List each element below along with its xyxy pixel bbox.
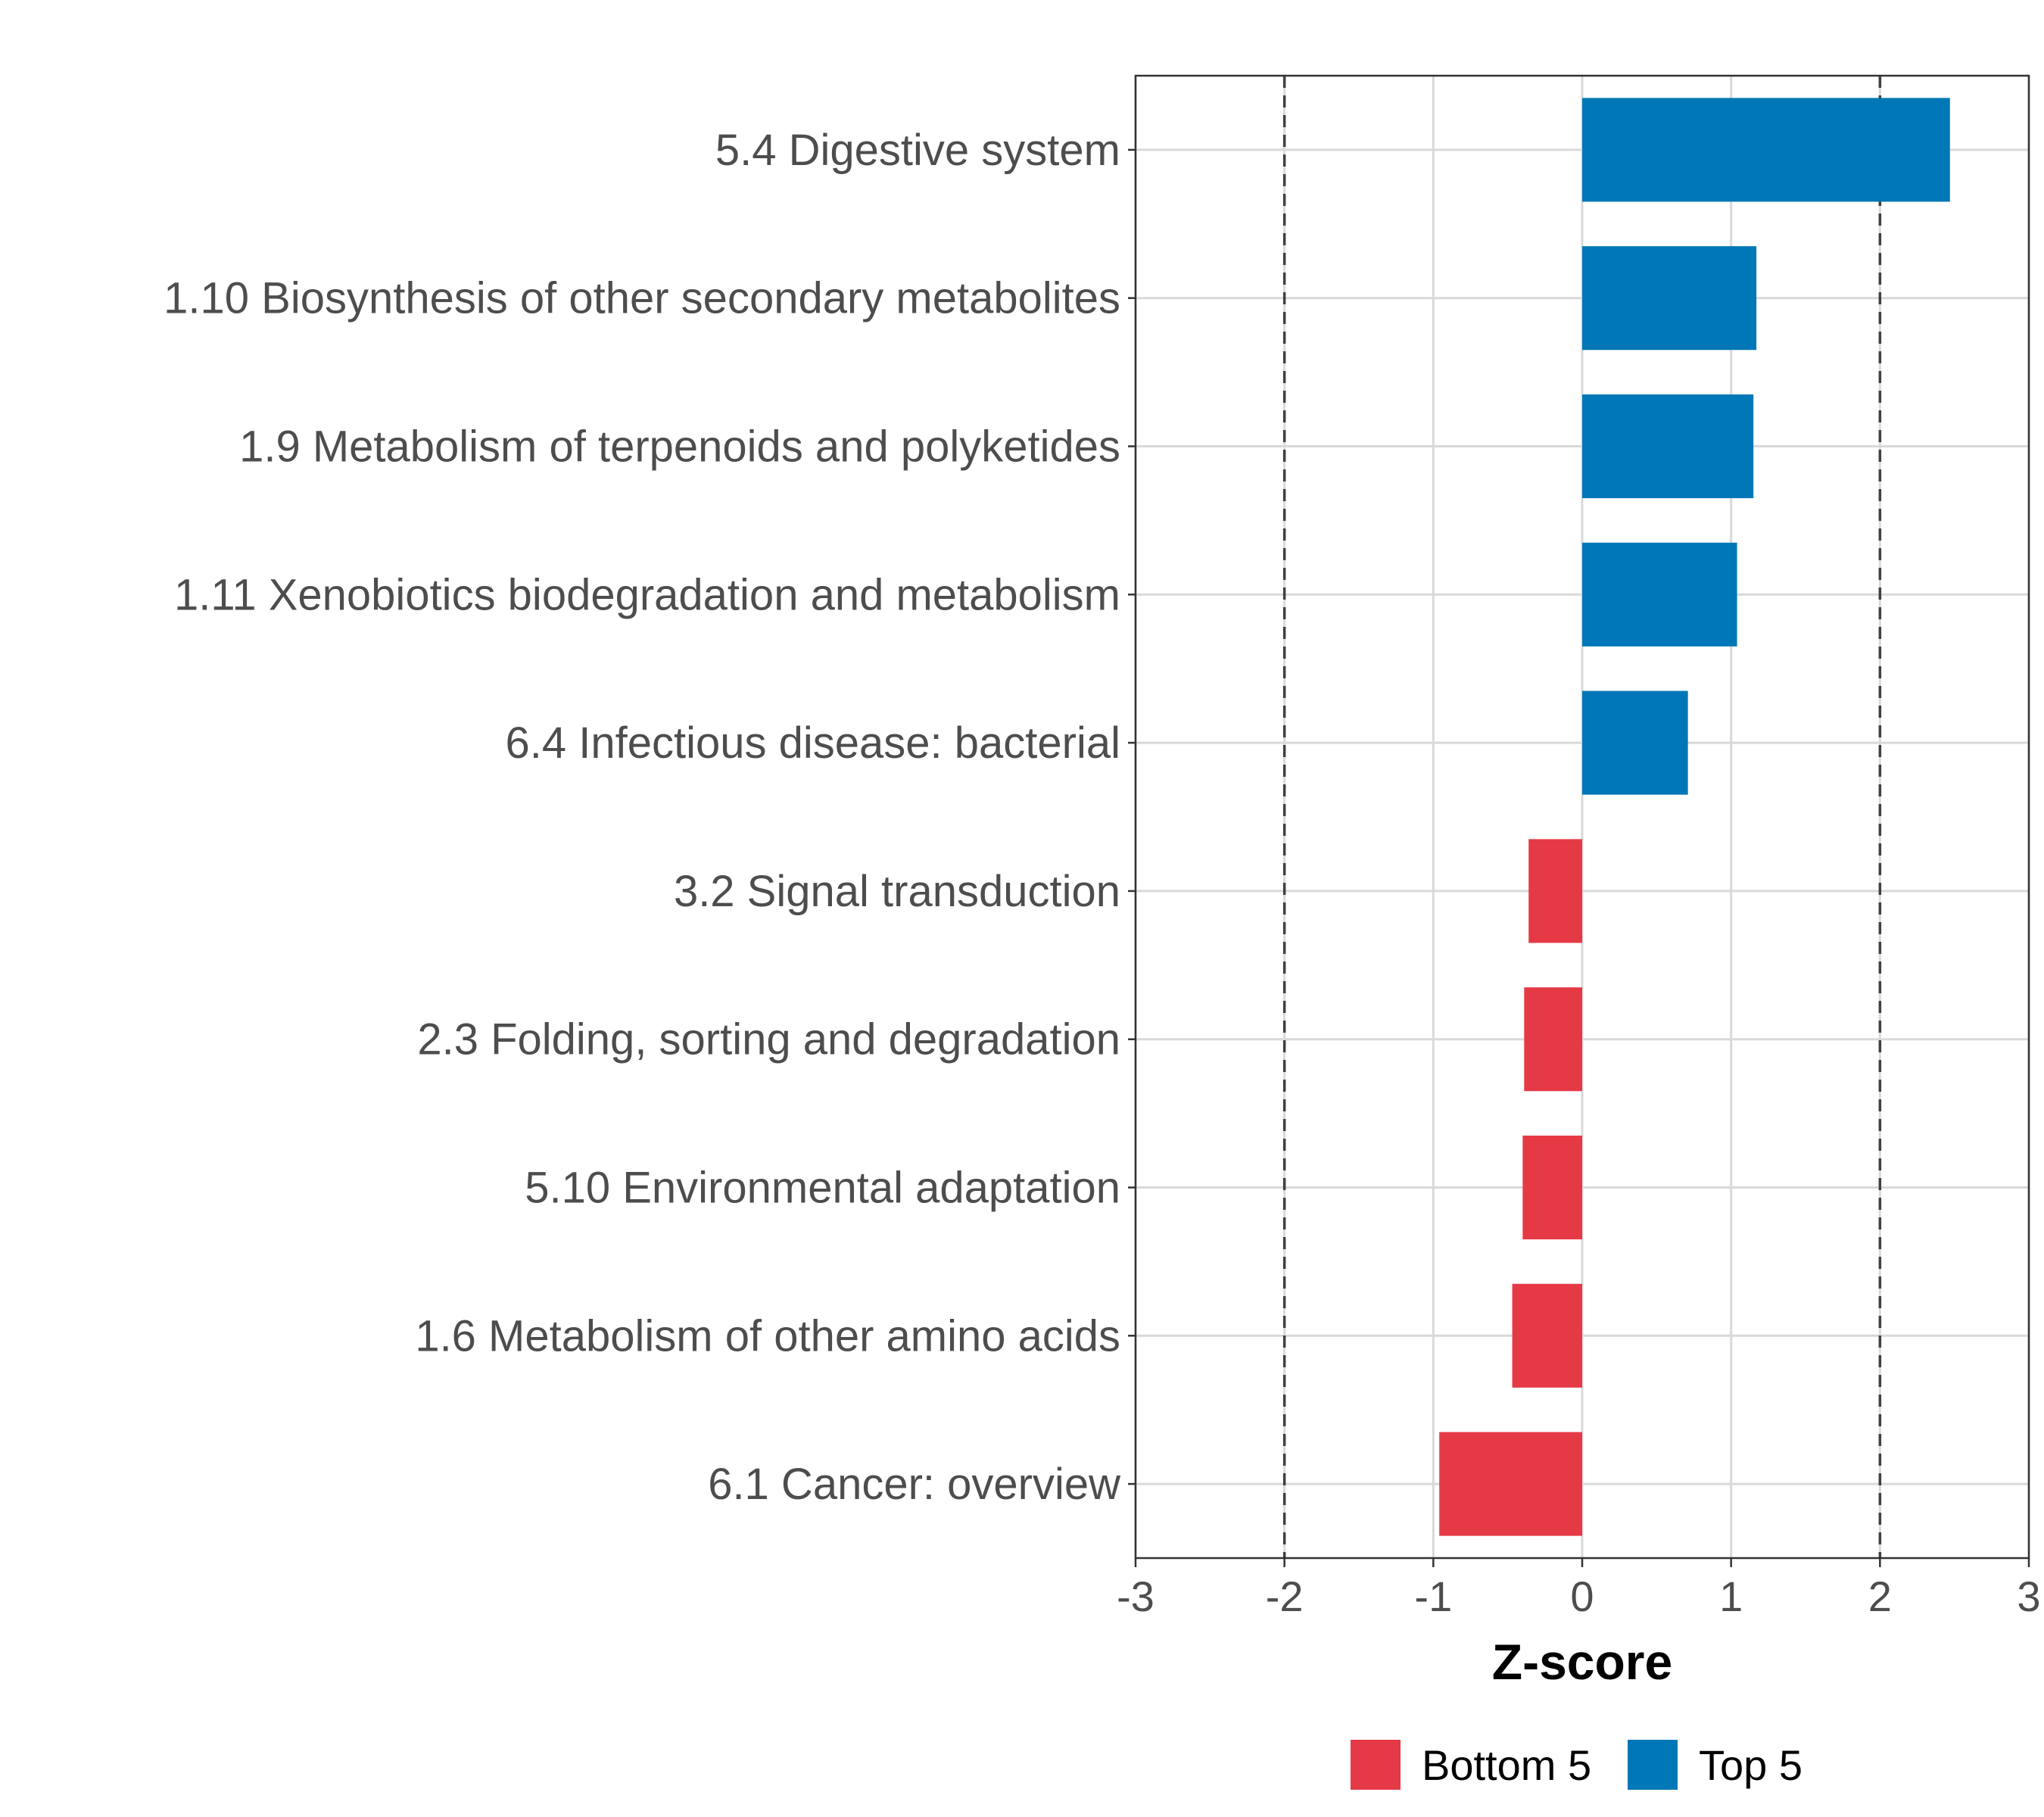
bar [1439,1432,1582,1536]
category-label: 1.11 Xenobiotics biodegradation and meta… [174,570,1120,619]
x-tick-label: -3 [1117,1572,1154,1620]
x-tick-label: 0 [1570,1572,1594,1620]
x-tick-label: 2 [1868,1572,1892,1620]
category-label: 1.10 Biosynthesis of other secondary met… [164,274,1120,323]
category-label: 1.9 Metabolism of terpenoids and polyket… [239,422,1120,472]
bar [1512,1283,1582,1388]
x-tick-label: 1 [1719,1572,1743,1620]
y-axis: 5.4 Digestive system 1.10 Biosynthesis of… [164,126,1136,1509]
category-label: 3.2 Signal transduction [674,867,1120,916]
bar [1522,1135,1582,1240]
reference-lines [1282,76,1882,1558]
category-label: 6.1 Cancer: overview [708,1460,1121,1509]
legend: Bottom 5 Top 5 [1351,1740,1803,1790]
x-axis-title: Z-score [1492,1634,1672,1690]
x-tick-label: -2 [1266,1572,1304,1620]
bar [1582,98,1950,202]
legend-key [1351,1740,1401,1790]
legend-label: Top 5 [1699,1741,1803,1789]
category-label: 1.6 Metabolism of other amino acids [415,1311,1120,1360]
bar [1582,690,1688,795]
category-label: 6.4 Infectious disease: bacterial [506,718,1120,768]
x-tick-label: 3 [2017,1572,2040,1620]
bar [1582,246,1757,351]
category-label: 5.4 Digestive system [715,126,1120,175]
category-label: 2.3 Folding, sorting and degradation [417,1015,1120,1064]
bar [1582,394,1754,499]
bars [1439,98,1950,1536]
x-tick-label: -1 [1414,1572,1452,1620]
bar [1524,987,1582,1092]
x-axis: -3 -2 -1 0 1 2 3 [1117,1558,2041,1620]
bar [1528,839,1582,943]
bar [1582,542,1737,647]
legend-key [1628,1740,1678,1790]
legend-label: Bottom 5 [1422,1741,1591,1789]
category-label: 5.10 Environmental adaptation [525,1164,1120,1213]
